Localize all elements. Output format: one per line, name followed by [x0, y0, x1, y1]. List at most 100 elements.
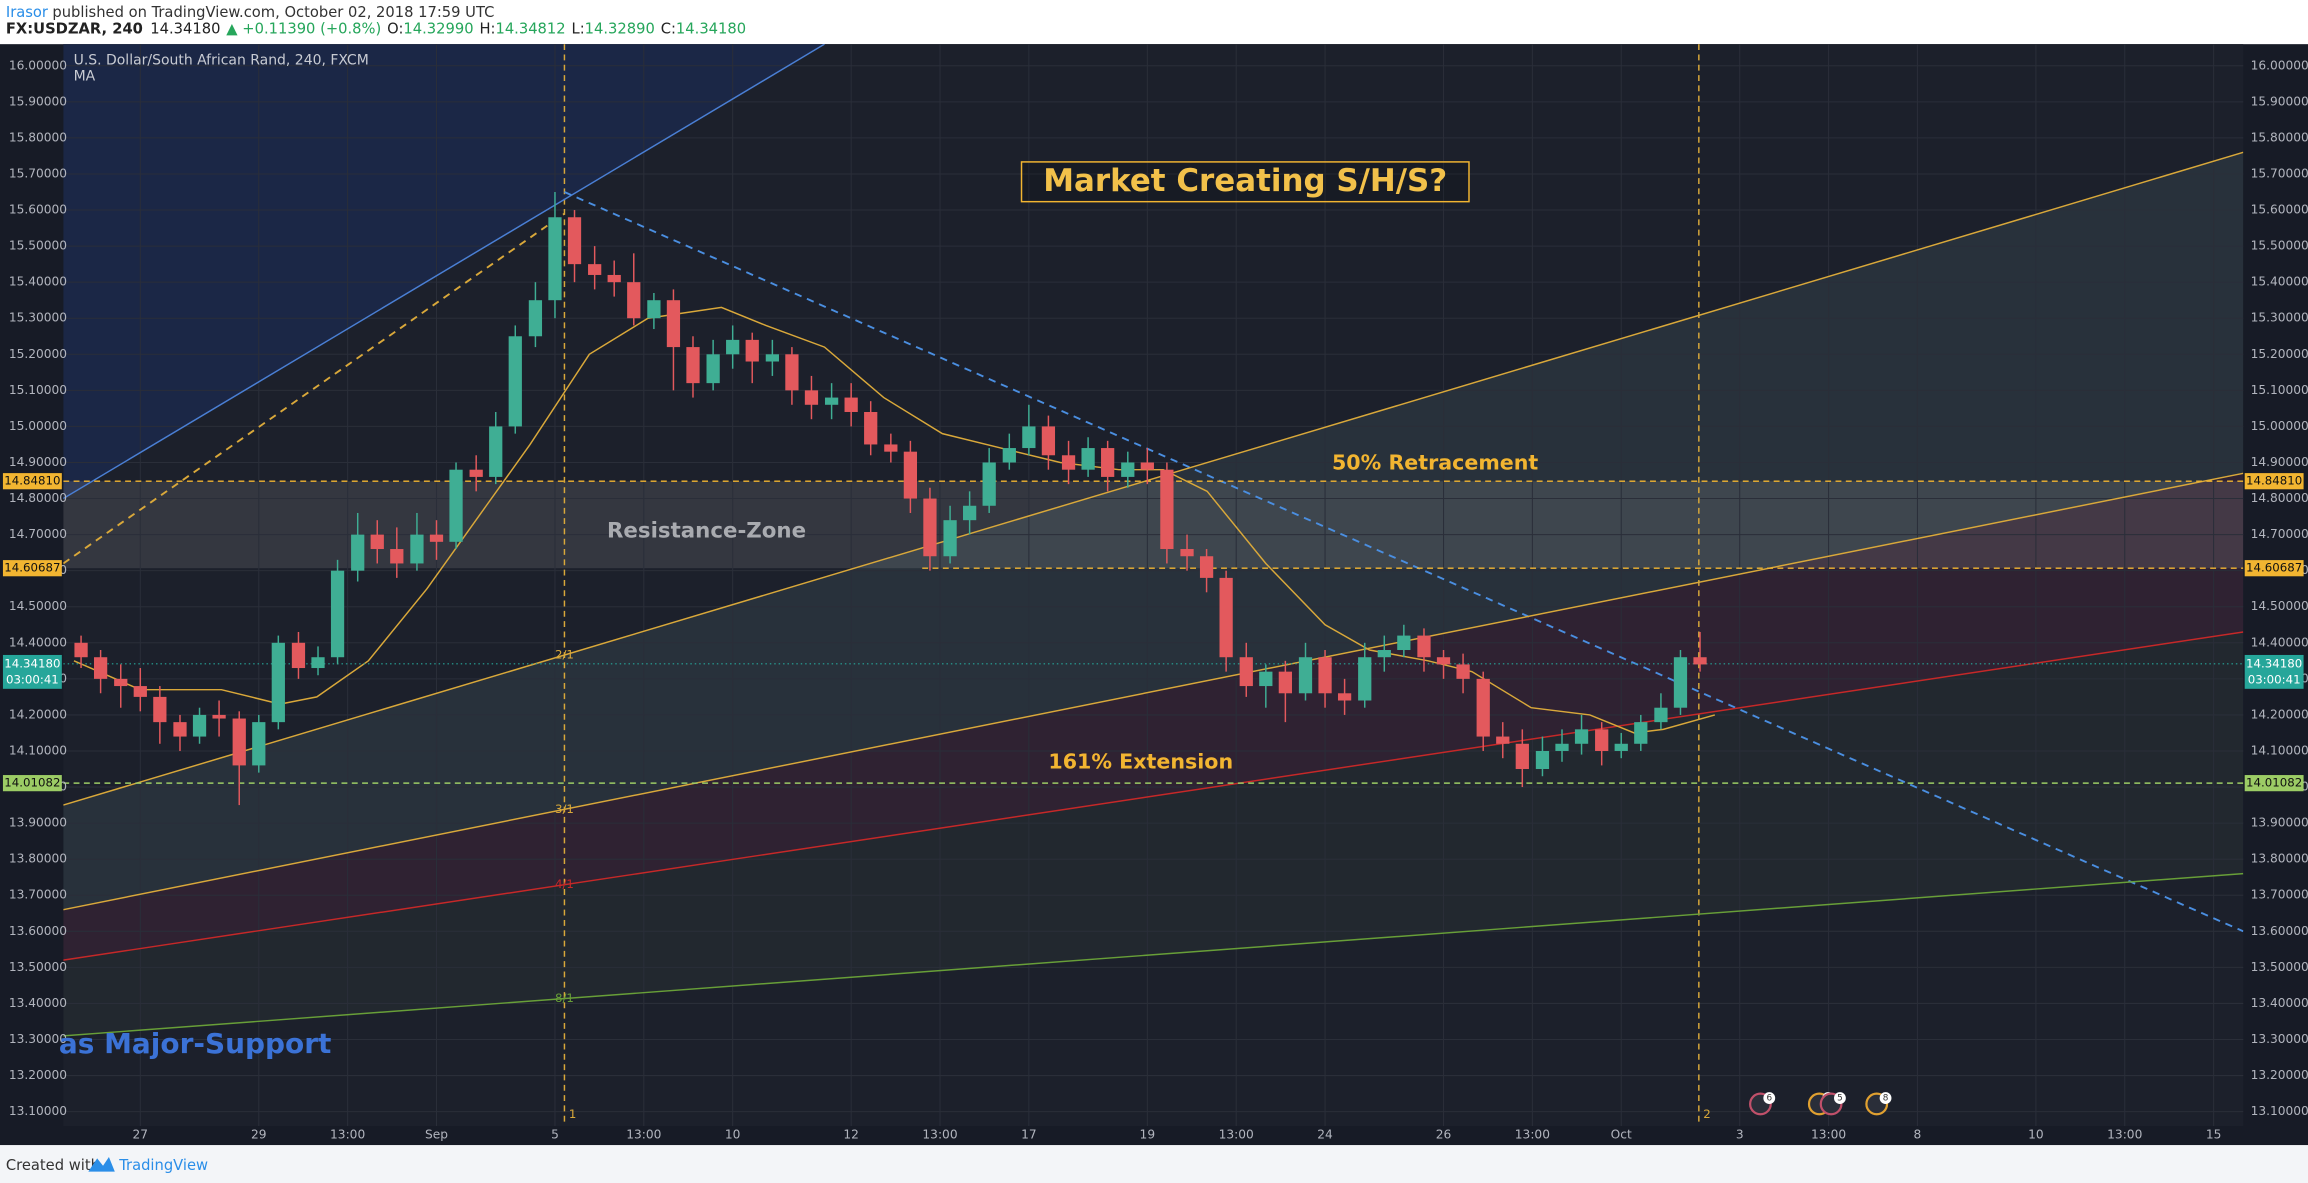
vertical-line-label: 2: [1703, 1107, 1711, 1121]
candle-body: [1022, 426, 1036, 449]
annotation-box: [1020, 161, 1470, 203]
x-tick-label: 5: [551, 1127, 559, 1141]
candle-body: [351, 534, 365, 571]
symbol: FX:USDZAR, 240: [6, 20, 143, 37]
price-label: 14.01082: [4, 776, 60, 790]
fan-label: 8/1: [555, 991, 574, 1005]
candle-body: [785, 354, 799, 391]
candle-body: [232, 718, 246, 766]
candle-body: [706, 354, 720, 384]
y-tick-label-right: 14.10000: [2251, 743, 2308, 757]
event-count: 6: [1766, 1094, 1772, 1104]
y-tick-label: 15.00000: [9, 419, 67, 433]
y-tick-label-right: 15.40000: [2251, 275, 2308, 289]
candle-body: [173, 722, 187, 737]
current-price-label: 14.34180: [4, 656, 60, 670]
fan-band: [63, 631, 2244, 1036]
candle-body: [212, 714, 226, 719]
candle-body: [271, 642, 285, 723]
x-tick-label: 19: [1140, 1127, 1156, 1141]
candle-body: [1160, 469, 1174, 550]
y-tick-label: 14.50000: [9, 599, 67, 613]
quote-value: 14.34180: [676, 20, 746, 37]
y-tick-label: 13.30000: [9, 1032, 67, 1046]
candle-body: [607, 274, 621, 283]
candle-body: [1377, 650, 1391, 658]
y-tick-label: 14.10000: [9, 743, 67, 757]
candle-body: [410, 534, 424, 564]
candle-body: [982, 462, 996, 506]
y-tick-label-right: 16.00000: [2251, 58, 2308, 72]
y-tick-label: 14.20000: [9, 707, 67, 721]
price-label: 14.60687: [2246, 561, 2302, 575]
candle-body: [1417, 635, 1431, 658]
change: ▲ +0.11390 (+0.8%): [226, 20, 381, 37]
candle-body: [1535, 750, 1550, 770]
trend-line: [63, 44, 825, 500]
candle-body: [1061, 455, 1076, 470]
y-tick-label-right: 14.90000: [2251, 455, 2308, 469]
footer-created: Created with: [6, 1157, 100, 1174]
header-line: Irasor published on TradingView.com, Octo…: [6, 4, 494, 21]
candle-body: [1318, 657, 1332, 694]
header-bg: [0, 0, 2308, 45]
quote-key: O:: [387, 20, 403, 37]
event-count-bg: [1834, 1092, 1846, 1104]
y-tick-label: 14.80000: [9, 491, 67, 505]
y-tick-label: 14.90000: [9, 455, 67, 469]
quote-line: FX:USDZAR, 240 14.34180 ▲ +0.11390 (+0.8%)…: [6, 20, 746, 37]
candle-body: [153, 696, 167, 723]
trend-line: [63, 151, 2244, 806]
candle-body: [1476, 678, 1490, 737]
y-tick-label: 16.00000: [9, 58, 67, 72]
x-tick-label: 13:00: [1219, 1127, 1254, 1141]
quote-key: H:: [479, 20, 495, 37]
candle-body: [1693, 657, 1707, 665]
candle-body: [1101, 448, 1115, 477]
candle-body: [864, 411, 878, 445]
y-tick-label: 13.10000: [9, 1104, 67, 1118]
candle-body: [1574, 729, 1589, 744]
candle-body: [1614, 743, 1628, 751]
y-tick-label: 15.70000: [9, 166, 67, 180]
y-tick-label: 13.60000: [9, 924, 67, 938]
y-tick-label: 15.20000: [9, 347, 67, 361]
candle-body: [1259, 671, 1273, 687]
y-tick-label: 13.40000: [9, 996, 67, 1010]
candle-body: [489, 426, 503, 477]
x-tick-label: 27: [133, 1127, 149, 1141]
y-tick-label-right: 13.40000: [2251, 996, 2308, 1010]
x-tick-label: 15: [2206, 1127, 2222, 1141]
price-label-box: [2, 560, 62, 577]
y-tick-label: 15.10000: [9, 383, 67, 397]
x-tick-label: 13:00: [2107, 1127, 2142, 1141]
y-tick-label-right: 13.70000: [2251, 888, 2308, 902]
candle-body: [429, 534, 444, 542]
candle-body: [963, 505, 977, 521]
candle-body: [1239, 657, 1253, 687]
candle-body: [291, 642, 306, 669]
y-tick-label-right: 14.70000: [2251, 527, 2308, 541]
footer-brand[interactable]: TradingView: [118, 1157, 208, 1174]
candle-body: [686, 347, 700, 384]
fan-band: [63, 152, 2244, 910]
y-tick-label-right: 13.90000: [2251, 816, 2308, 830]
x-tick-label: 17: [1021, 1127, 1037, 1141]
candle-body: [192, 714, 207, 737]
candle-body: [567, 217, 582, 265]
author[interactable]: Irasor: [6, 4, 49, 21]
candle-body: [647, 300, 661, 319]
annotation: as Major-Support: [59, 1027, 331, 1060]
countdown: 03:00:41: [6, 672, 59, 686]
candle-body: [588, 264, 602, 275]
y-tick-label: 13.80000: [9, 852, 67, 866]
plot-bg: [63, 44, 2244, 1127]
y-tick-label-right: 15.30000: [2251, 311, 2308, 325]
x-tick-label: 13:00: [626, 1127, 661, 1141]
candle-body: [133, 686, 147, 697]
fan-label: 4/1: [555, 877, 574, 891]
y-tick-label-right: 15.00000: [2251, 419, 2308, 433]
price-label: 14.60687: [4, 561, 60, 575]
y-tick-label: 13.70000: [9, 888, 67, 902]
